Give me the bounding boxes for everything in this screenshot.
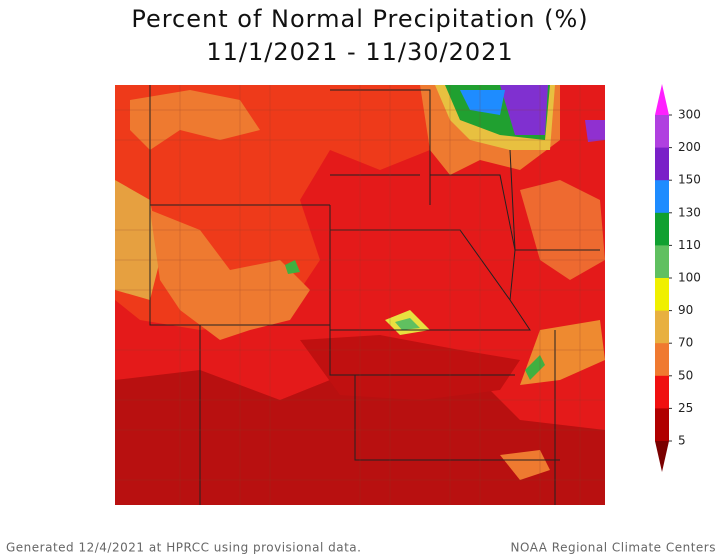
region-orange-south <box>500 450 550 480</box>
footer-right: NOAA Regional Climate Centers <box>511 541 717 555</box>
colorbar-segment <box>655 115 669 149</box>
colorbar: 300 200 150 130 110 100 90 70 50 25 5 <box>655 84 701 472</box>
colorbar-label: 90 <box>678 303 693 317</box>
colorbar-top <box>655 84 669 115</box>
colorbar-label: 200 <box>678 140 701 154</box>
region-orange-3 <box>130 90 260 150</box>
colorbar-label: 70 <box>678 336 693 350</box>
region-orange <box>115 180 160 300</box>
colorbar-segment <box>655 408 669 442</box>
colorbar-label: 50 <box>678 368 693 382</box>
colorbar-bottom <box>655 441 669 472</box>
colorbar-segment <box>655 212 669 246</box>
colorbar-segment <box>655 310 669 344</box>
region-purple-2 <box>585 120 605 142</box>
colorbar-segment <box>655 278 669 312</box>
colorbar-label: 100 <box>678 271 701 285</box>
state-borders <box>149 85 600 505</box>
region-green-4 <box>285 260 300 274</box>
colorbar-label: 150 <box>678 173 701 187</box>
colorbar-label: 110 <box>678 238 701 252</box>
colorbar-segment <box>655 375 669 409</box>
region-green-3 <box>395 318 420 330</box>
title-line-1: Percent of Normal Precipitation (%) <box>131 5 588 33</box>
colorbar-label: 130 <box>678 205 701 219</box>
title-line-2: 11/1/2021 - 11/30/2021 <box>206 38 513 66</box>
colorbar-label: 300 <box>678 108 701 122</box>
colorbar-segment <box>655 245 669 279</box>
footer-left: Generated 12/4/2021 at HPRCC using provi… <box>6 541 361 555</box>
map <box>115 85 605 505</box>
colorbar-segment <box>655 343 669 377</box>
colorbar-label: 5 <box>678 434 686 448</box>
region-blue <box>460 90 505 115</box>
colorbar-label: 25 <box>678 401 693 415</box>
county-borders <box>115 85 605 505</box>
colorbar-segment <box>655 180 669 214</box>
colorbar-segment <box>655 147 669 181</box>
